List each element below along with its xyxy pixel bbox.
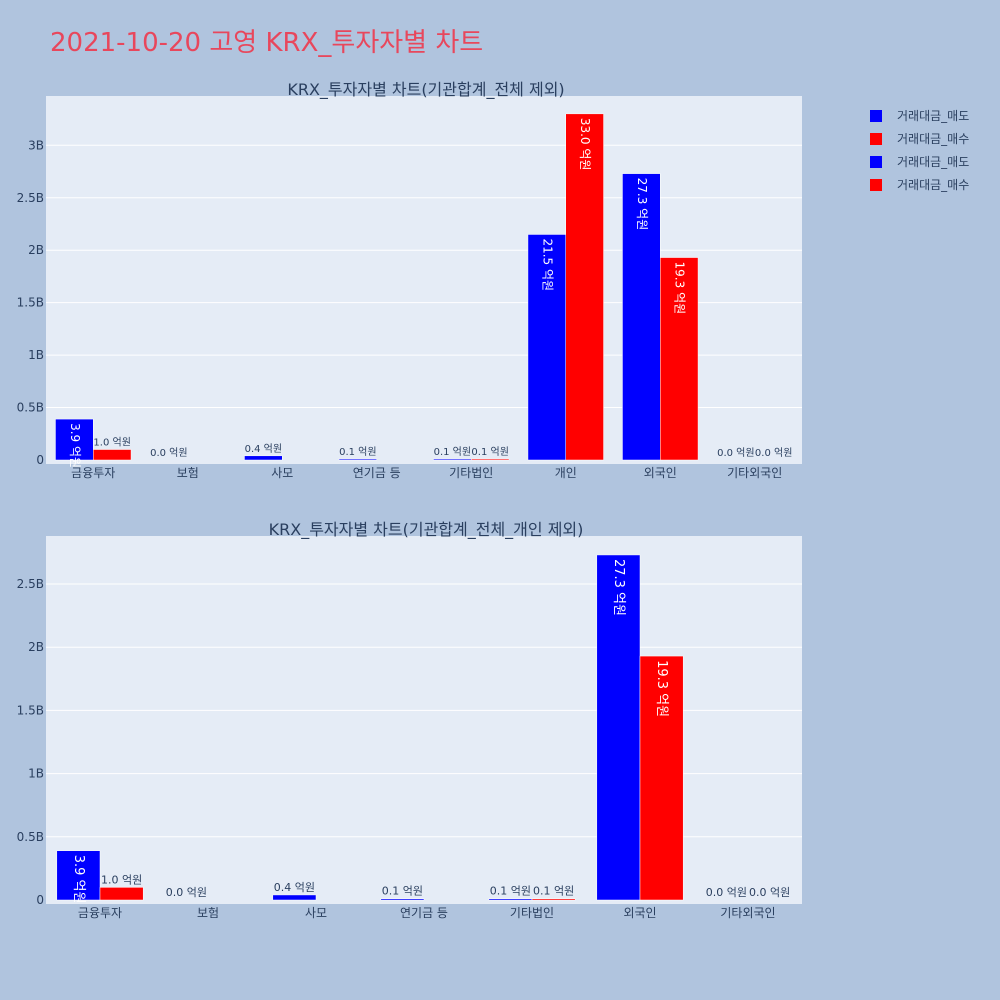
data-label: 19.3 억원 — [673, 262, 687, 315]
bar — [660, 257, 699, 461]
bar — [433, 458, 472, 461]
bar — [471, 458, 510, 461]
x-tick-label: 외국인 — [644, 466, 677, 480]
y-tick-label: 2B — [28, 640, 44, 654]
legend: 거래대금_매도 거래대금_매수 거래대금_매도 거래대금_매수 — [870, 104, 969, 196]
legend-label: 거래대금_매도 — [897, 155, 970, 169]
x-tick-label: 금융투자 — [71, 466, 115, 480]
bar — [565, 113, 604, 461]
legend-swatch — [870, 109, 882, 122]
legend-item[interactable]: 거래대금_매수 — [870, 173, 969, 196]
legend-item[interactable]: 거래대금_매도 — [870, 104, 969, 127]
y-tick-label: 0.5B — [17, 830, 44, 844]
data-label: 0.0 억원 — [749, 886, 790, 899]
bar — [622, 173, 661, 461]
legend-label: 거래대금_매수 — [897, 132, 970, 146]
x-tick-label: 연기금 등 — [400, 906, 448, 920]
bar — [56, 850, 101, 901]
y-tick-label: 1B — [28, 767, 44, 781]
data-label: 33.0 억원 — [578, 118, 592, 171]
legend-label: 거래대금_매수 — [897, 178, 970, 192]
data-label: 21.5 억원 — [540, 238, 554, 291]
legend-swatch — [870, 132, 882, 145]
legend-swatch — [870, 178, 882, 191]
x-tick-label: 개인 — [555, 466, 577, 480]
chart-title: KRX_투자자별 차트(기관합계_전체 제외) — [287, 80, 564, 100]
data-label: 3.9 억원 — [71, 855, 86, 904]
data-label: 0.1 억원 — [490, 885, 531, 898]
y-tick-label: 0.5B — [17, 401, 44, 415]
bar — [527, 234, 567, 461]
bar — [531, 898, 576, 901]
bar — [244, 455, 283, 461]
data-label: 0.0 억원 — [150, 447, 187, 459]
data-label: 0.1 억원 — [339, 446, 376, 458]
x-tick-label: 기타외국인 — [727, 466, 782, 480]
x-tick-label: 연기금 등 — [353, 466, 401, 480]
bar — [488, 898, 533, 901]
y-tick-label: 1.5B — [17, 703, 44, 717]
x-tick-label: 외국인 — [623, 906, 656, 920]
y-tick-label: 2.5B — [17, 577, 44, 591]
data-label: 0.0 억원 — [755, 447, 792, 459]
y-tick-label: 1B — [28, 348, 44, 362]
legend-swatch — [870, 155, 882, 168]
plot-area — [46, 536, 802, 904]
data-label: 0.1 억원 — [471, 446, 508, 458]
data-label: 1.0 억원 — [101, 873, 142, 886]
x-tick-label: 금융투자 — [78, 906, 122, 920]
legend-item[interactable]: 거래대금_매수 — [870, 127, 969, 150]
y-tick-label: 0 — [36, 453, 44, 467]
y-tick-label: 3B — [28, 138, 44, 152]
data-label: 0.0 억원 — [706, 886, 747, 899]
x-tick-label: 기타법인 — [510, 906, 554, 920]
data-label: 0.4 억원 — [274, 881, 315, 894]
bar — [596, 554, 641, 901]
bar — [93, 449, 132, 461]
x-tick-label: 기타법인 — [449, 466, 493, 480]
y-tick-label: 2B — [28, 243, 44, 257]
data-label: 0.4 억원 — [245, 443, 282, 455]
chart-title: KRX_투자자별 차트(기관합계_전체_개인 제외) — [269, 520, 584, 540]
data-label: 1.0 억원 — [93, 437, 130, 449]
data-label: 0.1 억원 — [434, 446, 471, 458]
bar — [639, 655, 684, 901]
legend-item[interactable]: 거래대금_매도 — [870, 150, 969, 173]
data-label: 27.3 억원 — [635, 178, 649, 231]
y-tick-label: 2.5B — [17, 191, 44, 205]
bar — [99, 887, 144, 901]
x-tick-label: 기타외국인 — [720, 906, 775, 920]
data-label: 0.0 억원 — [166, 886, 207, 899]
data-label: 0.1 억원 — [533, 885, 574, 898]
bar — [380, 898, 425, 901]
y-tick-label: 0 — [36, 893, 44, 907]
bar — [338, 458, 378, 461]
x-tick-label: 사모 — [305, 906, 327, 920]
data-label: 0.0 억원 — [717, 447, 754, 459]
data-label: 27.3 억원 — [611, 559, 626, 616]
page-title: 2021-10-20 고영 KRX_투자자별 차트 — [50, 28, 484, 58]
x-tick-label: 사모 — [271, 466, 293, 480]
data-label: 0.1 억원 — [382, 885, 423, 898]
bar — [272, 894, 317, 901]
x-tick-label: 보험 — [177, 466, 199, 480]
data-label: 19.3 억원 — [654, 660, 669, 717]
bar — [55, 418, 94, 461]
legend-label: 거래대금_매도 — [897, 109, 970, 123]
y-tick-label: 1.5B — [17, 296, 44, 310]
data-label: 3.9 억원 — [68, 423, 82, 468]
x-tick-label: 보험 — [197, 906, 219, 920]
